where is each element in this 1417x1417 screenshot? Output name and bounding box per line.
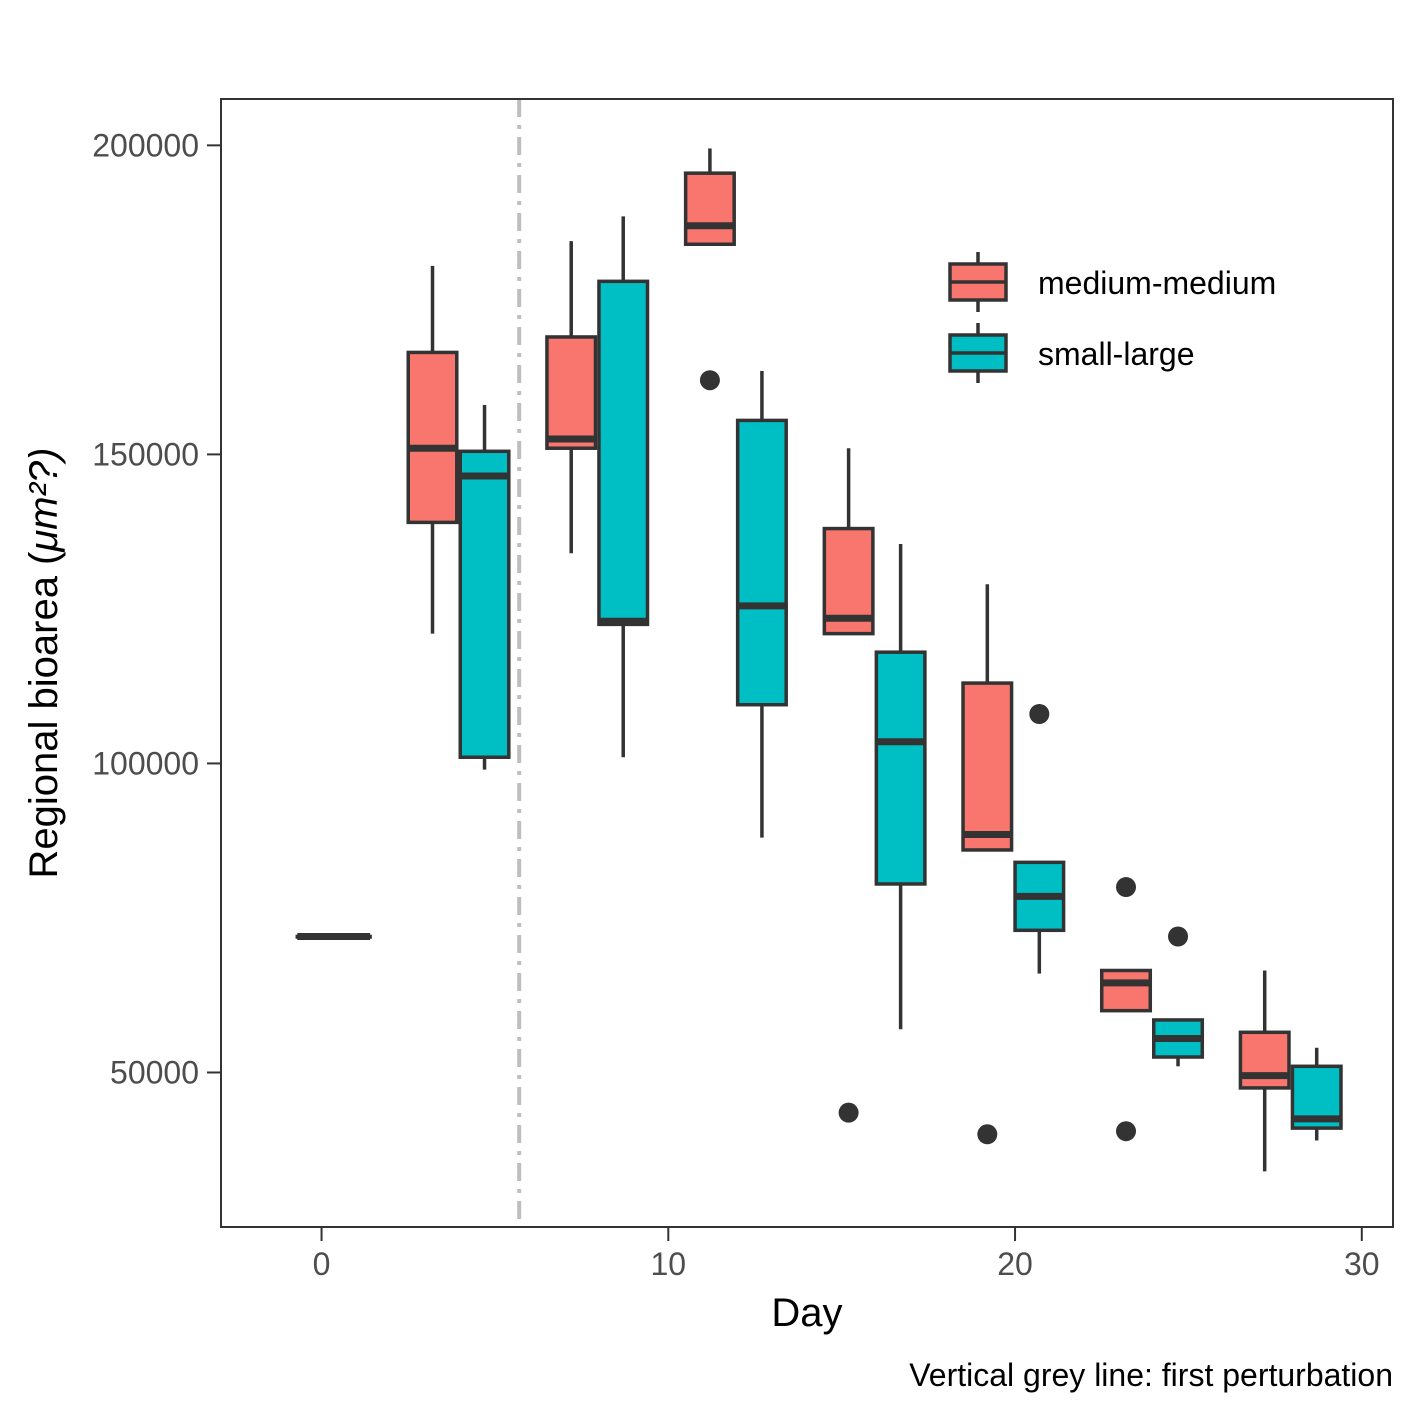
box (458, 449, 511, 760)
legend-label: medium-medium (1038, 265, 1276, 301)
outlier-point (1029, 703, 1050, 724)
boxplot-layer (295, 148, 1343, 1172)
legend: medium-medium small-large (948, 252, 1276, 383)
boxplot-small-large-7 (1290, 1047, 1343, 1141)
y-axis-ticks: 50000 100000 150000 200000 (92, 127, 221, 1090)
boxplot-medium-medium-6 (1099, 877, 1153, 1142)
y-tick-label: 150000 (92, 436, 199, 472)
boxplot-small-large-0 (319, 933, 372, 941)
box (735, 418, 788, 707)
boxplot-medium-medium-4 (822, 448, 875, 1123)
caption: Vertical grey line: first perturbation (909, 1357, 1393, 1393)
box (406, 350, 459, 525)
plot-panel-border (220, 98, 1394, 1228)
boxplot-medium-medium-1 (406, 265, 459, 634)
boxplot-medium-medium-5 (961, 584, 1014, 1145)
outlier-point (1116, 877, 1137, 898)
box (1238, 1030, 1291, 1090)
boxplot-medium-medium-3 (683, 148, 736, 391)
y-axis-title: Regional bioarea (μm²?) (22, 448, 66, 879)
x-axis-title: Day (771, 1291, 842, 1335)
boxplot-small-large-3 (735, 370, 788, 838)
x-tick-label: 30 (1344, 1246, 1380, 1282)
outlier-point (699, 370, 720, 391)
outlier-point (977, 1124, 998, 1145)
box (874, 650, 927, 886)
legend-item-small-large: small-large (948, 323, 1194, 383)
outlier-point (1168, 926, 1189, 947)
outlier-point (838, 1102, 859, 1123)
box (961, 681, 1014, 852)
x-tick-label: 0 (313, 1246, 331, 1282)
box (597, 279, 650, 627)
y-tick-label: 200000 (92, 127, 199, 163)
legend-label: small-large (1038, 336, 1194, 372)
y-tick-label: 50000 (110, 1054, 199, 1090)
boxplot-small-large-4 (874, 544, 927, 1030)
boxplot-small-large-5 (1013, 703, 1066, 974)
x-tick-label: 10 (651, 1246, 687, 1282)
boxplot-medium-medium-2 (545, 241, 598, 554)
boxplot-small-large-6 (1151, 926, 1205, 1067)
boxplot-small-large-2 (597, 216, 650, 758)
box (683, 171, 736, 246)
x-axis-ticks: 0 10 20 30 (313, 1227, 1380, 1282)
boxplot-small-large-1 (458, 404, 511, 770)
box (1099, 968, 1153, 1013)
y-tick-label: 100000 (92, 745, 199, 781)
legend-item-medium-medium: medium-medium (948, 252, 1276, 312)
x-tick-label: 20 (997, 1246, 1033, 1282)
boxplot-medium-medium-7 (1238, 970, 1291, 1172)
box (545, 335, 598, 450)
outlier-point (1116, 1121, 1137, 1142)
